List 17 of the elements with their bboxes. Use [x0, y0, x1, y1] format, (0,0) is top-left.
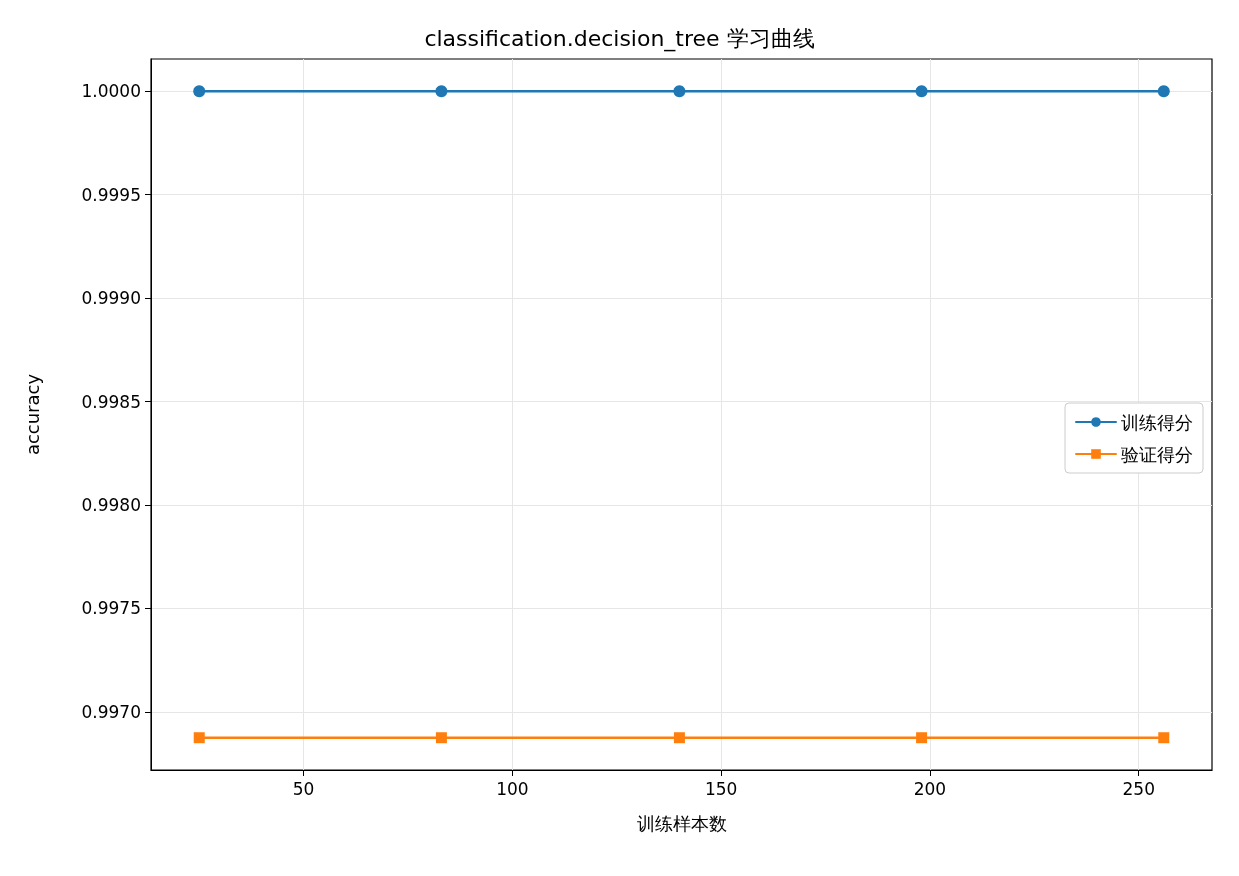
- legend-label: 验证得分: [1121, 443, 1193, 465]
- y-tick-label: 0.9970: [81, 701, 141, 722]
- legend-label: 训练得分: [1121, 411, 1193, 433]
- y-tick-label: 0.9990: [81, 288, 141, 309]
- x-tick-label: 200: [913, 778, 947, 799]
- x-tick-label: 150: [704, 778, 738, 799]
- x-tick-label: 100: [496, 778, 529, 799]
- y-tick-label: 1.0000: [81, 81, 141, 102]
- x-tick-label: 50: [292, 778, 315, 799]
- chart-title: classification.decision_tree 学习曲线: [424, 25, 815, 52]
- y-tick-label: 0.9995: [81, 184, 141, 205]
- y-tick-label: 0.9980: [81, 495, 141, 515]
- y-tick-label: 0.9975: [81, 598, 141, 619]
- x-tick-label: 250: [1122, 778, 1155, 799]
- x-axis-title: 训练样本数: [636, 812, 727, 834]
- y-tick-label: 0.9985: [81, 391, 141, 412]
- y-axis-title: accuracy: [21, 373, 43, 456]
